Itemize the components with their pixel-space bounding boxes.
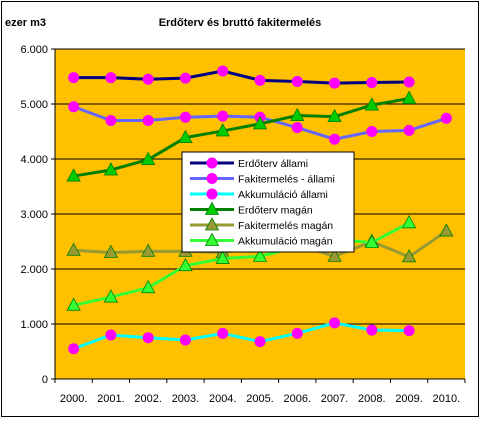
point-4-10	[439, 223, 454, 237]
point-5-0	[66, 297, 81, 311]
legend-label-0: Erdőterv állami	[238, 158, 308, 170]
axes	[54, 49, 466, 383]
point-3-8	[364, 97, 379, 111]
point-3-0	[66, 168, 81, 182]
point-0-3	[179, 72, 191, 84]
point-4-2	[141, 243, 156, 257]
legend-marker-4	[204, 217, 220, 231]
point-0-1	[105, 72, 117, 84]
series-2	[68, 317, 415, 355]
point-1-8	[366, 126, 378, 137]
legend-marker-5	[204, 232, 220, 246]
point-2-7	[329, 317, 341, 329]
point-2-2	[142, 332, 154, 344]
series-line-3	[73, 97, 410, 178]
point-2-5	[254, 336, 266, 348]
y-tick-labels: 0 1.000 2.000 3.000 4.000 5.000 6.000	[20, 44, 48, 386]
y-tick-label-0: 0	[42, 374, 48, 386]
y-tick-label-6: 6.000	[20, 44, 48, 56]
x-tick-label-0: 2000.	[60, 393, 88, 405]
series-line-2	[73, 321, 410, 351]
y-tick-label-3: 3.000	[20, 209, 48, 221]
point-4-0	[66, 242, 81, 256]
legend-label-4: Fakitermelés magán	[238, 220, 333, 232]
point-3-3	[178, 129, 193, 143]
point-1-9	[403, 124, 415, 136]
x-tick-label-10: 2010.	[433, 393, 461, 405]
point-0-0	[68, 72, 80, 84]
point-5-8	[364, 234, 379, 249]
x-tick-label-6: 2006.	[284, 393, 312, 405]
point-3-4	[215, 123, 230, 137]
point-1-4	[217, 110, 229, 122]
series-line-0	[73, 69, 410, 85]
point-3-6	[290, 107, 305, 121]
x-tick-label-7: 2007.	[321, 393, 349, 405]
legend-label-3: Erdőterv magán	[238, 205, 313, 217]
x-tick-label-4: 2004.	[209, 393, 237, 405]
legend-marker-0	[206, 157, 218, 169]
legend-label-5: Akkumuláció magán	[238, 236, 333, 248]
point-5-3	[178, 257, 193, 272]
x-tick-label-8: 2008.	[358, 393, 386, 405]
point-1-10	[440, 112, 452, 124]
y-axis-title: ezer m3	[5, 17, 46, 29]
point-1-0	[68, 101, 80, 113]
point-1-7	[329, 133, 341, 145]
point-2-4	[217, 327, 229, 339]
point-0-5	[254, 74, 266, 86]
point-5-1	[103, 289, 119, 303]
y-tick-label-2: 2.000	[20, 264, 48, 276]
x-tick-label-1: 2001.	[97, 393, 125, 405]
point-1-3	[179, 111, 191, 123]
point-4-1	[103, 244, 119, 258]
point-0-7	[329, 77, 341, 89]
x-tick-label-5: 2005.	[246, 393, 274, 405]
x-tick-labels: 2000. 2001. 2002. 2003. 2004. 2005. 2006. 2007.…	[60, 393, 460, 405]
point-5-9	[401, 214, 417, 229]
point-3-9	[401, 90, 417, 104]
point-2-8	[366, 324, 378, 336]
y-tick-label-4: 4.000	[20, 154, 48, 166]
point-5-2	[141, 279, 156, 294]
point-0-8	[366, 77, 378, 89]
line-chart: ezer m3 Erdőterv és bruttó fakitermelés …	[5, 17, 466, 405]
point-3-2	[141, 151, 156, 165]
legend-marker-2	[206, 188, 218, 200]
series-0	[68, 65, 415, 89]
point-2-0	[68, 343, 80, 355]
legend: Erdőterv állami Fakitermelés - állami Akku…	[181, 151, 355, 253]
x-tick-label-2: 2002.	[134, 393, 162, 405]
point-0-2	[142, 73, 154, 85]
point-1-2	[142, 115, 154, 126]
point-0-9	[403, 76, 415, 88]
point-4-7	[327, 248, 342, 262]
chart-frame: ezer m3 Erdőterv és bruttó fakitermelés …	[1, 1, 479, 417]
y-tick-label-5: 5.000	[20, 99, 48, 111]
point-3-7	[327, 108, 342, 123]
point-1-1	[105, 115, 117, 126]
point-0-6	[291, 75, 303, 87]
point-0-4	[217, 65, 229, 77]
point-2-9	[403, 325, 415, 337]
series-3	[66, 90, 417, 182]
y-tick-label-1: 1.000	[20, 319, 48, 331]
point-1-6	[291, 122, 303, 134]
x-tick-label-3: 2003.	[172, 393, 200, 405]
point-5-5	[252, 248, 268, 262]
point-2-1	[105, 329, 117, 341]
point-2-6	[291, 327, 303, 339]
point-3-1	[103, 162, 119, 176]
legend-marker-1	[206, 173, 218, 184]
point-5-4	[215, 250, 230, 264]
legend-marker-3	[204, 201, 220, 215]
legend-label-2: Akkumuláció állami	[238, 189, 328, 201]
point-2-3	[179, 334, 191, 346]
chart-title: Erdőterv és bruttó fakitermelés	[159, 17, 322, 29]
point-3-5	[252, 115, 268, 130]
legend-label-1: Fakitermelés - állami	[238, 174, 335, 186]
x-tick-label-9: 2009.	[395, 393, 423, 405]
point-4-9	[401, 249, 417, 263]
